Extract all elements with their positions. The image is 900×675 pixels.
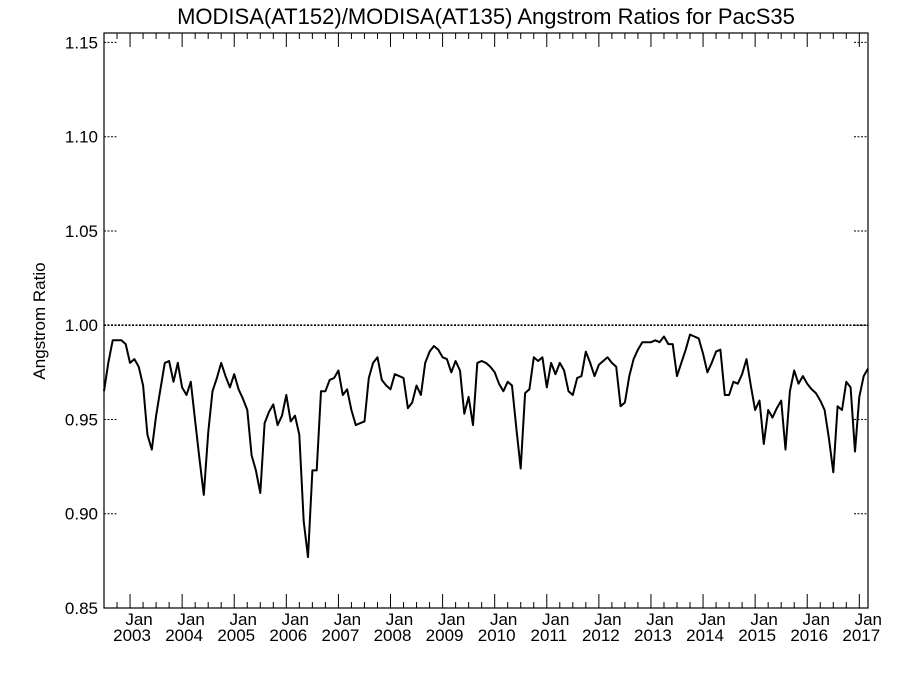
x-tick-month-label: Jan xyxy=(855,610,882,629)
x-tick-month-label: Jan xyxy=(698,610,725,629)
y-tick-label: 0.95 xyxy=(65,410,98,429)
x-tick-year-label: 2007 xyxy=(321,626,359,645)
y-tick-label: 0.85 xyxy=(65,599,98,618)
x-tick-year-label: 2008 xyxy=(374,626,412,645)
x-tick-year-label: 2012 xyxy=(582,626,620,645)
x-tick-month-label: Jan xyxy=(594,610,621,629)
x-tick-month-label: Jan xyxy=(230,610,257,629)
x-tick-year-label: 2009 xyxy=(426,626,464,645)
x-tick-year-label: 2011 xyxy=(530,626,567,645)
x-tick-month-label: Jan xyxy=(125,610,152,629)
x-tick-year-label: 2014 xyxy=(686,626,724,645)
x-tick-month-label: Jan xyxy=(803,610,830,629)
x-tick-year-label: 2003 xyxy=(113,626,151,645)
plot-frame xyxy=(103,32,869,609)
chart-title: MODISA(AT152)/MODISA(AT135) Angstrom Rat… xyxy=(177,4,795,29)
x-tick-month-label: Jan xyxy=(750,610,777,629)
y-tick-label: 0.90 xyxy=(65,505,98,524)
y-tick-label: 1.15 xyxy=(65,33,98,52)
y-axis-label: Angstrom Ratio xyxy=(30,262,49,379)
y-tick-label: 1.10 xyxy=(65,128,98,147)
x-tick-year-label: 2016 xyxy=(790,626,828,645)
x-tick-month-label: Jan xyxy=(282,610,309,629)
ticks-group: 0.850.900.951.001.051.101.15Jan2003Jan20… xyxy=(65,33,882,645)
x-tick-month-label: Jan xyxy=(542,610,569,629)
x-tick-year-label: 2017 xyxy=(842,626,880,645)
x-tick-year-label: 2006 xyxy=(269,626,307,645)
x-tick-year-label: 2010 xyxy=(478,626,516,645)
x-tick-month-label: Jan xyxy=(334,610,361,629)
y-tick-label: 1.05 xyxy=(65,222,98,241)
x-tick-year-label: 2013 xyxy=(634,626,672,645)
x-tick-month-label: Jan xyxy=(386,610,413,629)
x-tick-year-label: 2005 xyxy=(217,626,255,645)
x-tick-month-label: Jan xyxy=(490,610,517,629)
x-tick-year-label: 2015 xyxy=(738,626,776,645)
x-tick-month-label: Jan xyxy=(177,610,204,629)
x-tick-month-label: Jan xyxy=(438,610,465,629)
x-tick-year-label: 2004 xyxy=(165,626,203,645)
series-line xyxy=(103,333,869,559)
y-tick-label: 1.00 xyxy=(65,316,98,335)
x-tick-month-label: Jan xyxy=(646,610,673,629)
series-group xyxy=(103,333,869,559)
